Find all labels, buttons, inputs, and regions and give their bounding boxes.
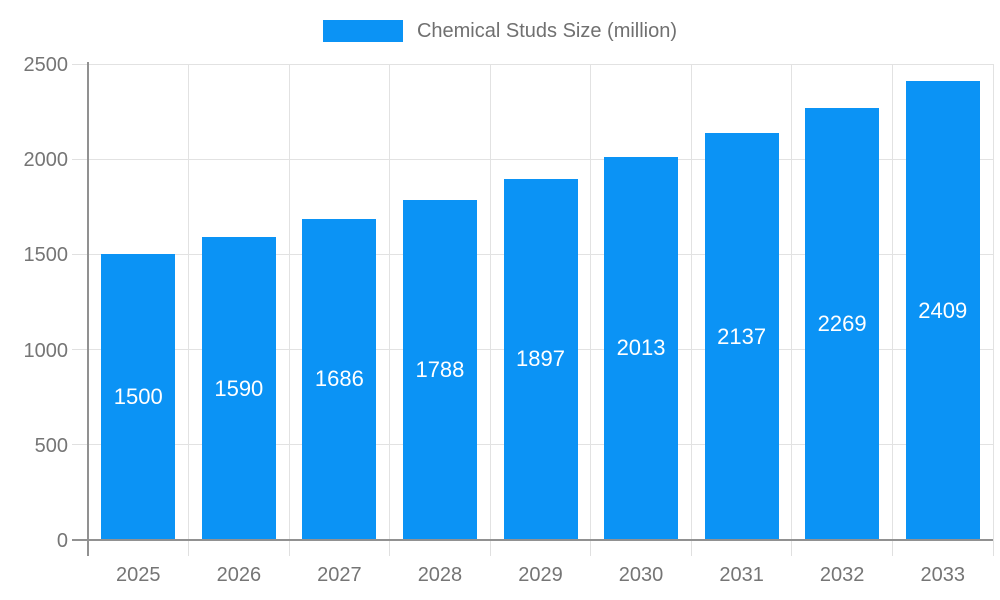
bar-value-label: 1590 [214, 375, 264, 401]
bar-2031: 2137 [704, 133, 779, 540]
y-axis-tick-label: 0 [56, 530, 68, 552]
y-axis-tick-label: 1500 [23, 244, 69, 267]
x-axis-tick [992, 540, 994, 556]
x-axis-tick [690, 540, 692, 556]
bar-2029: 1897 [503, 178, 578, 540]
bar-2030: 2013 [604, 156, 679, 540]
x-axis-tick [891, 540, 893, 556]
bar-2025: 1500 [101, 254, 176, 540]
x-gridline [992, 64, 994, 540]
y-gridline [88, 63, 993, 65]
x-axis-tick-label: 2026 [216, 564, 262, 586]
y-axis-tick [72, 63, 88, 65]
x-gridline [891, 64, 893, 540]
bar-value-label: 2409 [918, 297, 968, 323]
x-axis-line [72, 539, 993, 541]
bar-2032: 2269 [805, 107, 880, 540]
y-axis-tick-label: 2000 [23, 149, 69, 172]
x-gridline [590, 64, 592, 540]
y-axis-tick-label: 500 [34, 434, 68, 457]
x-axis-tick [188, 540, 190, 556]
x-gridline [690, 64, 692, 540]
x-axis-tick-label: 2028 [417, 564, 463, 586]
y-axis-tick-label: 1000 [23, 339, 69, 362]
bar-value-label: 1788 [415, 356, 465, 382]
x-gridline [489, 64, 491, 540]
y-gridline [88, 158, 993, 160]
x-axis-tick-label: 2033 [920, 564, 965, 586]
y-axis-tick [72, 158, 88, 160]
x-axis-tick [489, 540, 491, 556]
x-gridline [389, 64, 391, 540]
x-axis-tick-label: 2031 [719, 564, 764, 586]
x-axis-tick [590, 540, 592, 556]
y-axis-tick [72, 253, 88, 255]
bar-value-label: 2269 [817, 310, 867, 336]
bar-2028: 1788 [402, 199, 477, 540]
bar-value-label: 2137 [717, 323, 767, 349]
x-gridline [188, 64, 190, 540]
bar-2026: 1590 [201, 237, 276, 540]
x-gridline [791, 64, 793, 540]
bar-value-label: 1897 [516, 346, 565, 372]
bar-2027: 1686 [302, 218, 377, 540]
x-axis-tick-label: 2027 [317, 564, 362, 586]
y-axis-line [87, 62, 89, 556]
x-axis-tick [288, 540, 290, 556]
x-axis-tick-label: 2025 [116, 564, 161, 586]
legend-item[interactable]: Chemical Studs Size (million) [0, 18, 1000, 44]
bar-value-label: 1500 [113, 384, 163, 410]
y-axis-tick [72, 349, 88, 351]
x-axis-tick [389, 540, 391, 556]
bar-value-label: 2013 [616, 335, 666, 361]
legend-swatch-icon [322, 20, 403, 42]
bar-2033: 2409 [905, 81, 980, 540]
x-axis-tick-label: 2030 [618, 564, 664, 586]
x-gridline [288, 64, 290, 540]
y-axis-tick-label: 2500 [23, 54, 69, 76]
x-axis-tick-label: 2029 [518, 564, 563, 586]
y-axis-tick [72, 444, 88, 446]
bar-value-label: 1686 [314, 366, 364, 392]
x-axis-tick-label: 2032 [819, 564, 865, 586]
x-axis-tick [791, 540, 793, 556]
legend-label: Chemical Studs Size (million) [416, 19, 678, 42]
